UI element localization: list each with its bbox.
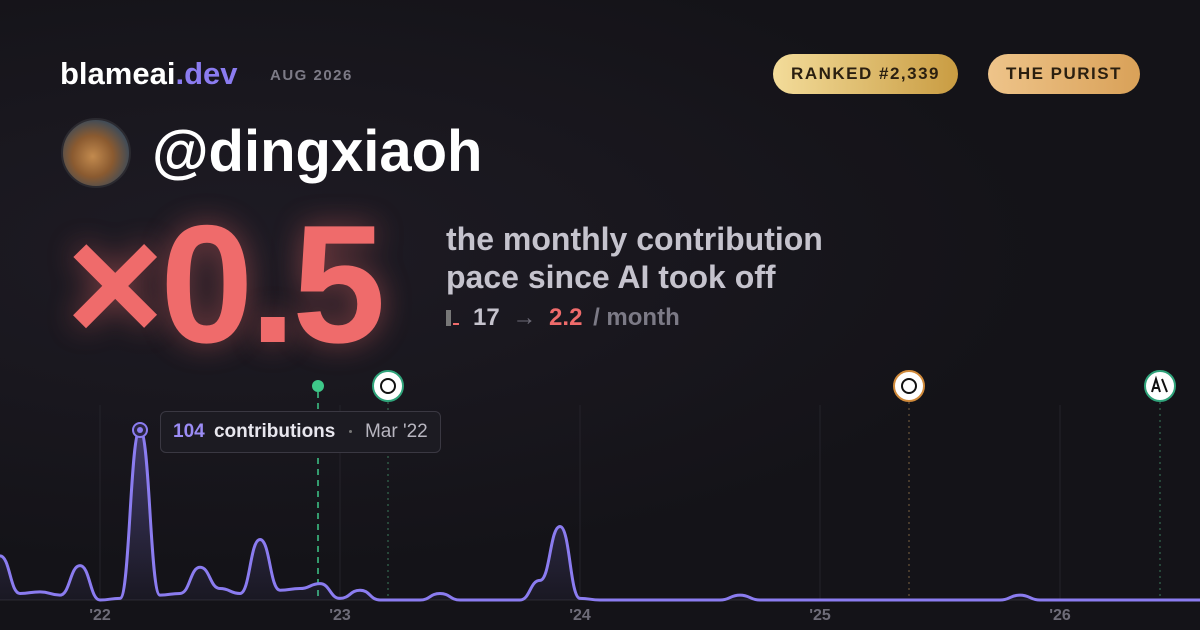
tooltip-value: 104 (173, 421, 205, 442)
pace-unit: / month (593, 304, 680, 331)
pace: 17 → 2.2 / month (446, 304, 680, 332)
pace-before: 17 (473, 304, 500, 331)
tooltip-date: Mar '22 (364, 421, 428, 442)
peak-marker-dot (137, 427, 143, 433)
area (0, 430, 1200, 600)
pace-icon-before (446, 310, 451, 326)
multiplier: ×0.5 (66, 190, 386, 378)
x-tick-label: '24 (569, 607, 591, 624)
event-icon (372, 370, 404, 402)
headline-line: pace since AI took off (446, 259, 776, 295)
rank-badge: RANKED #2,339 (773, 54, 958, 94)
brand-name: blameai (60, 56, 176, 91)
pace-after: 2.2 (549, 304, 583, 331)
headline: the monthly contribution pace since AI t… (446, 220, 823, 296)
tooltip-separator (348, 430, 352, 434)
title-badge: THE PURIST (987, 54, 1140, 94)
date: AUG 2026 (270, 67, 353, 84)
x-tick-label: '23 (329, 607, 351, 624)
event-dot (312, 380, 324, 392)
handle: @dingxiaoh (152, 119, 483, 184)
headline-line: the monthly contribution (446, 221, 823, 257)
event-icon-glyph (380, 378, 396, 394)
avatar (61, 118, 131, 188)
event-icon (893, 370, 925, 402)
event-icon-glyph (901, 378, 917, 394)
event-icon-glyph (1151, 375, 1168, 393)
tooltip: 104 contributions Mar '22 (160, 411, 441, 453)
events (312, 370, 1176, 600)
event-icon (1144, 370, 1176, 402)
brand: blameai.dev (60, 56, 237, 92)
tooltip-series: contributions (213, 421, 336, 442)
line (0, 428, 1200, 602)
pace-arrow: → (512, 304, 537, 331)
x-tick-label: '25 (809, 607, 831, 624)
pace-icon-after (453, 323, 459, 325)
x-tick-label: '26 (1049, 607, 1071, 624)
brand-tld: .dev (175, 56, 238, 91)
x-tick-label: '22 (89, 607, 111, 624)
